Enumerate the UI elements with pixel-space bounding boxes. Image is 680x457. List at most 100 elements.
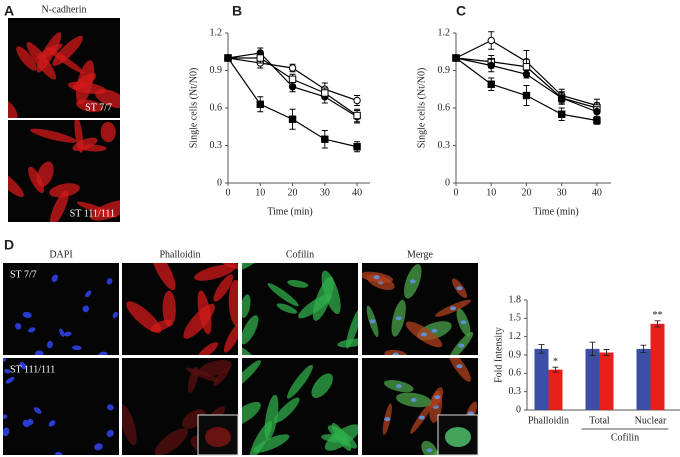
nucleus xyxy=(456,286,463,291)
cell xyxy=(327,425,357,449)
micrograph xyxy=(122,358,238,455)
marker xyxy=(321,135,329,143)
y-tick-label: 0.3 xyxy=(509,386,522,397)
y-tick-label: 0.6 xyxy=(438,102,451,113)
cell xyxy=(75,60,95,105)
nucleus xyxy=(82,305,90,313)
marker xyxy=(522,63,531,71)
x-tick-label: 20 xyxy=(521,187,531,198)
nucleus xyxy=(5,376,15,384)
cell xyxy=(197,290,212,335)
marker xyxy=(353,143,361,151)
marker xyxy=(557,110,566,118)
cell xyxy=(162,290,176,327)
nucleus xyxy=(22,419,31,428)
nucleus xyxy=(3,358,6,362)
cell xyxy=(150,319,173,332)
x-tick-label: 0 xyxy=(226,187,231,198)
nucleus xyxy=(3,414,8,419)
nucleus xyxy=(47,340,53,349)
nucleus xyxy=(22,311,32,319)
image-background xyxy=(242,263,358,355)
marker xyxy=(452,54,460,62)
x-tick-label: Total xyxy=(589,415,610,426)
cell xyxy=(122,404,137,446)
nucleus xyxy=(54,451,63,455)
x-tick-label: 40 xyxy=(592,187,602,198)
cell xyxy=(213,274,234,302)
marker xyxy=(256,100,264,108)
nucleus xyxy=(85,290,92,298)
x-tick-label: 20 xyxy=(288,187,298,198)
micrograph xyxy=(8,120,120,222)
nucleus xyxy=(395,316,402,321)
cell xyxy=(76,99,104,113)
nucleus xyxy=(467,411,474,416)
significance: * xyxy=(553,357,558,368)
y-tick-label: 1.8 xyxy=(509,294,522,305)
nucleus xyxy=(106,278,113,285)
cell xyxy=(311,373,333,398)
cells xyxy=(15,274,119,355)
nucleus xyxy=(418,415,425,420)
image-label: ST 7/7 xyxy=(85,102,112,113)
cell xyxy=(100,122,116,143)
marker xyxy=(522,70,531,78)
cells xyxy=(8,120,120,222)
cell xyxy=(287,364,313,399)
bar xyxy=(585,348,600,410)
y-tick-label: 0.6 xyxy=(210,102,223,113)
cell xyxy=(321,270,341,315)
cells xyxy=(126,263,238,355)
column-header: Merge xyxy=(407,249,433,260)
marker xyxy=(593,108,601,116)
nucleus xyxy=(410,397,417,402)
cells xyxy=(382,358,478,455)
image-background xyxy=(3,358,119,455)
nucleus xyxy=(369,319,376,324)
cell xyxy=(267,283,299,307)
y-tick-label: 0.3 xyxy=(210,140,223,151)
nucleus xyxy=(409,279,416,284)
inset-cell xyxy=(205,427,231,447)
cell xyxy=(242,294,251,319)
nucleus xyxy=(450,306,457,311)
nucleus xyxy=(421,332,428,337)
cell xyxy=(242,315,259,345)
marker xyxy=(288,75,297,83)
x-tick-label: 0 xyxy=(454,187,459,198)
significance: ** xyxy=(653,310,663,321)
x-tick-label: Phalloidin xyxy=(528,415,569,426)
marker xyxy=(557,94,566,102)
cell xyxy=(213,366,230,387)
micrograph xyxy=(242,263,358,355)
micrograph xyxy=(362,263,478,355)
cell xyxy=(8,99,18,118)
cells xyxy=(242,360,358,455)
cell xyxy=(242,342,259,355)
nucleus xyxy=(63,331,72,337)
y-tick-label: 0.9 xyxy=(438,65,451,76)
panel-label: B xyxy=(232,3,242,19)
marker xyxy=(593,116,601,125)
cell xyxy=(276,303,298,314)
nucleus xyxy=(426,448,433,453)
group-label: Cofilin xyxy=(611,432,639,443)
error-bar xyxy=(654,320,661,328)
cell xyxy=(264,394,279,441)
nucleus xyxy=(3,427,10,437)
x-tick-label: Nuclear xyxy=(635,415,667,426)
marker xyxy=(353,96,361,105)
nucleus xyxy=(384,417,391,422)
micrograph xyxy=(242,358,358,455)
nucleus xyxy=(94,443,103,451)
micrograph xyxy=(122,263,238,355)
nucleus xyxy=(107,404,114,411)
error-bar xyxy=(589,341,596,357)
nucleus xyxy=(460,320,467,325)
x-tick-label: 10 xyxy=(255,187,265,198)
nucleus xyxy=(392,352,399,355)
row-label: ST 111/111 xyxy=(10,364,55,375)
marker xyxy=(224,54,232,62)
y-tick-label: 1.5 xyxy=(509,313,522,324)
